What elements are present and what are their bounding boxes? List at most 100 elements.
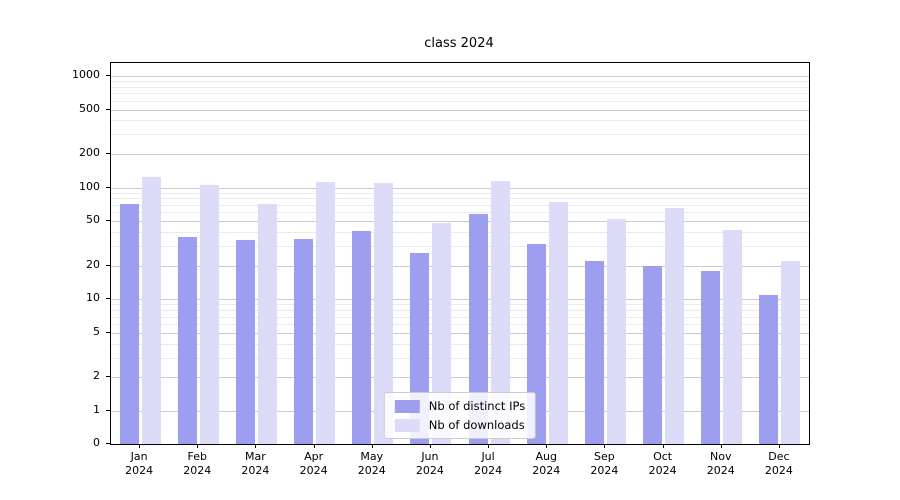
x-tick-label: Apr 2024	[299, 450, 328, 477]
major-gridline	[111, 76, 809, 77]
bar-distinct-ips	[468, 214, 488, 444]
chart-title: class 2024	[424, 36, 494, 51]
x-tick-label: Mar 2024	[241, 450, 270, 477]
bar-downloads	[432, 223, 452, 444]
minor-gridline	[111, 324, 809, 326]
minor-gridline	[111, 198, 809, 200]
x-tick-mark	[662, 444, 664, 448]
x-tick-label: Aug 2024	[532, 450, 561, 477]
bar-downloads	[316, 182, 336, 444]
y-tick-label: 100	[79, 179, 100, 193]
y-tick-mark	[106, 443, 110, 444]
x-tick-mark	[255, 444, 257, 448]
minor-gridline	[111, 343, 809, 345]
bar-downloads	[723, 229, 743, 444]
y-tick-mark	[106, 410, 110, 411]
x-tick-mark	[546, 444, 548, 448]
bar-distinct-ips	[177, 237, 197, 444]
y-tick-label: 50	[86, 213, 100, 227]
y-tick-mark	[106, 331, 110, 333]
y-tick-label: 0	[93, 436, 100, 449]
y-tick-mark	[106, 220, 110, 222]
bar-distinct-ips	[584, 261, 604, 444]
x-tick-label: Dec 2024	[764, 450, 793, 477]
y-tick-mark	[106, 264, 110, 266]
x-tick-mark	[371, 444, 373, 448]
y-tick-label: 2	[93, 369, 100, 383]
minor-gridline	[111, 357, 809, 359]
y-tick-label: 5	[93, 324, 100, 338]
legend-swatch-downloads	[394, 418, 420, 432]
minor-gridline	[111, 120, 809, 122]
y-tick-label: 10	[86, 291, 100, 305]
x-tick-label: Oct 2024	[648, 450, 677, 477]
x-tick-mark	[604, 444, 606, 448]
x-tick-label: Feb 2024	[183, 450, 212, 477]
y-tick-label: 1000	[72, 68, 100, 81]
legend-swatch-distinct-ips	[394, 399, 420, 413]
minor-gridline	[111, 316, 809, 318]
bar-downloads	[548, 201, 568, 444]
major-gridline	[111, 299, 809, 301]
x-tick-mark	[313, 444, 315, 448]
minor-gridline	[111, 204, 809, 206]
y-tick-mark	[106, 75, 110, 76]
bar-distinct-ips	[235, 239, 255, 444]
bar-downloads	[374, 183, 394, 444]
minor-gridline	[111, 81, 809, 83]
minor-gridline	[111, 304, 809, 306]
y-tick-label: 20	[86, 257, 100, 271]
x-tick-label: Jun 2024	[415, 450, 444, 477]
y-tick-mark	[106, 298, 110, 300]
x-tick-label: Jul 2024	[474, 450, 503, 477]
major-gridline	[111, 332, 809, 334]
y-tick-mark	[106, 108, 110, 110]
minor-gridline	[111, 86, 809, 88]
legend-label-downloads: Nb of downloads	[428, 418, 525, 432]
major-gridline	[111, 221, 809, 223]
bar-distinct-ips	[643, 265, 663, 444]
minor-gridline	[111, 310, 809, 312]
minor-gridline	[111, 93, 809, 95]
y-tick-label: 1	[93, 403, 100, 416]
bar-distinct-ips	[294, 238, 314, 444]
x-tick-mark	[429, 444, 431, 448]
minor-gridline	[111, 192, 809, 194]
x-tick-mark	[139, 444, 141, 448]
y-tick-label: 500	[79, 101, 100, 115]
minor-gridline	[111, 134, 809, 136]
x-tick-label: Nov 2024	[706, 450, 735, 477]
x-tick-mark	[488, 444, 490, 448]
major-gridline	[111, 377, 809, 379]
plot-area: Nb of distinct IPs Nb of downloads	[110, 62, 810, 445]
legend-item-downloads: Nb of downloads	[394, 418, 525, 432]
y-tick-mark	[106, 153, 110, 155]
bar-distinct-ips	[759, 294, 779, 444]
bar-downloads	[490, 181, 510, 444]
x-tick-label: Jan 2024	[125, 450, 154, 477]
minor-gridline	[111, 246, 809, 248]
x-tick-mark	[778, 444, 780, 448]
y-tick-label: 200	[79, 146, 100, 160]
y-tick-mark	[106, 376, 110, 378]
legend-item-distinct-ips: Nb of distinct IPs	[394, 399, 526, 413]
x-tick-label: May 2024	[357, 450, 386, 477]
legend: Nb of distinct IPs Nb of downloads	[383, 392, 537, 439]
bar-downloads	[199, 185, 219, 444]
bar-downloads	[257, 204, 277, 444]
x-tick-label: Sep 2024	[590, 450, 619, 477]
major-gridline	[111, 187, 809, 189]
x-tick-mark	[720, 444, 722, 448]
major-gridline	[111, 109, 809, 111]
minor-gridline	[111, 212, 809, 214]
y-tick-mark	[106, 186, 110, 188]
bar-distinct-ips	[701, 270, 721, 444]
x-tick-mark	[197, 444, 199, 448]
legend-label-distinct-ips: Nb of distinct IPs	[428, 399, 526, 413]
major-gridline	[111, 265, 809, 267]
bar-downloads	[141, 176, 161, 444]
minor-gridline	[111, 100, 809, 102]
minor-gridline	[111, 232, 809, 234]
bar-distinct-ips	[352, 230, 372, 444]
